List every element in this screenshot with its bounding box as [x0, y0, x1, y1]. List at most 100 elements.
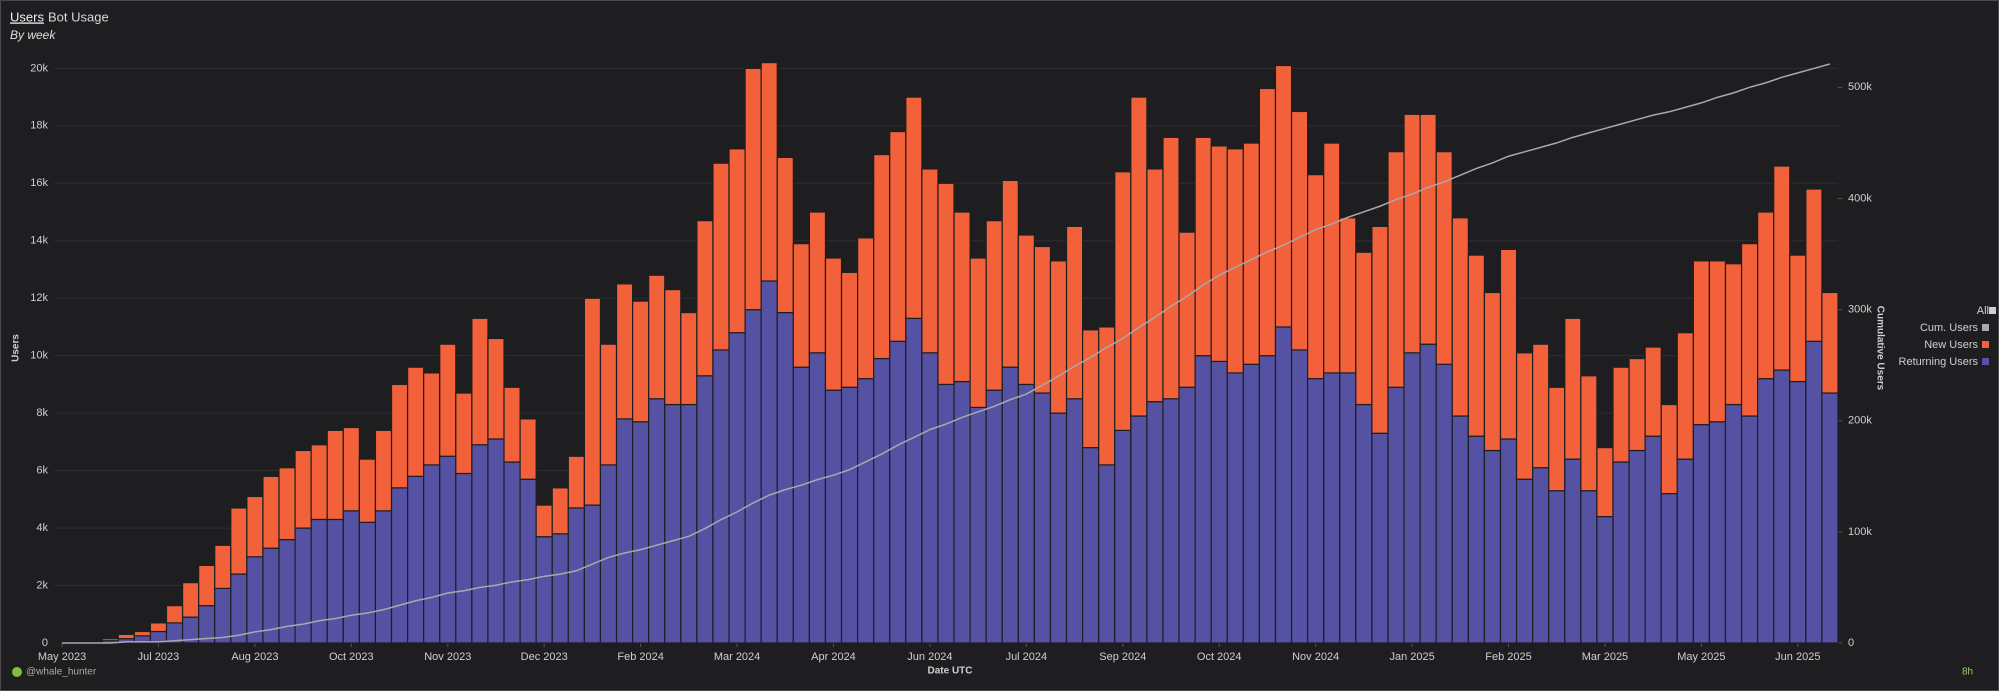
bar-segment [535, 504, 553, 538]
bar-segment [648, 398, 666, 644]
bar-segment [1628, 449, 1646, 644]
bar-segment [1307, 174, 1325, 380]
bar-segment [1210, 145, 1228, 363]
bar-segment [728, 332, 746, 644]
bar-segment [937, 383, 955, 644]
bar-segment [471, 444, 489, 644]
bar-segment [487, 337, 505, 440]
bar-segment [1017, 383, 1035, 644]
bar-segment [1548, 490, 1566, 644]
bar-segment [664, 289, 682, 406]
bar-segment [358, 521, 377, 644]
bar-segment [712, 162, 730, 351]
bar-segment [1789, 380, 1807, 644]
bar-segment [551, 533, 569, 644]
bar-segment [776, 156, 794, 314]
tab-users[interactable]: Users [10, 9, 44, 24]
bar-segment [1644, 346, 1662, 437]
bar-segment [1724, 403, 1743, 644]
bar-segment [1130, 96, 1148, 417]
bar-segment [1773, 165, 1791, 371]
bar-segment [1660, 492, 1678, 644]
bar-segment [1773, 369, 1791, 644]
bar-segment [1194, 136, 1212, 357]
bar-segment [294, 449, 312, 529]
bar-segment [985, 389, 1003, 644]
bar-segment [1789, 254, 1807, 383]
bar-segment [1226, 148, 1244, 374]
x-tick-label: Oct 2023 [329, 651, 374, 663]
bar-segment [1098, 464, 1116, 644]
bar-segment [1403, 352, 1421, 644]
x-tick-label: Nov 2023 [424, 651, 471, 663]
bar-segment [423, 372, 441, 466]
bar-segment [85, 640, 103, 643]
bar-segment [857, 378, 875, 644]
bar-segment [1146, 401, 1164, 644]
bar-segment [1435, 363, 1453, 644]
bar-segment [1660, 403, 1678, 495]
bar-segment [1467, 435, 1486, 644]
bar-segment [1274, 326, 1293, 644]
legend-all-swatch [1989, 307, 1996, 314]
bar-segment [1740, 243, 1759, 417]
bar-segment [1033, 392, 1052, 644]
x-tick-label: May 2023 [38, 651, 86, 663]
bar-segment [230, 507, 248, 575]
bar-segment [631, 421, 650, 644]
y2-tick-label: 300k [1848, 304, 1872, 316]
bar-segment [1805, 340, 1823, 644]
bar-segment [680, 311, 698, 406]
bar-segment [519, 418, 537, 480]
bar-segment [1226, 372, 1244, 644]
bar-segment [198, 564, 216, 607]
bar-segment [423, 464, 441, 644]
bar-segment [1017, 234, 1035, 386]
bar-segment [1339, 372, 1357, 644]
bar-segment [198, 605, 216, 644]
avatar [12, 667, 22, 677]
tab-bot-usage[interactable]: Bot Usage [48, 9, 109, 24]
y-tick-label: 14k [30, 235, 48, 247]
bar-segment [1596, 515, 1614, 644]
bar-segment [1387, 151, 1405, 388]
bar-segment [1451, 217, 1469, 417]
bar-segment [1162, 398, 1180, 644]
bar-segment [1082, 329, 1100, 449]
footer-user[interactable]: @whale_hunter [26, 667, 97, 678]
y-tick-label: 4k [36, 522, 48, 534]
bar-segment [133, 630, 152, 637]
bar-segment [1323, 142, 1341, 374]
bar-segment [294, 527, 312, 644]
bar-segment [1355, 403, 1373, 644]
bar-segment [664, 403, 682, 644]
bar-segment [1692, 260, 1711, 426]
bar-segment [953, 380, 971, 644]
bar-segment [792, 243, 810, 368]
y-tick-label: 2k [36, 579, 48, 591]
bar-segment [1274, 64, 1293, 328]
bar-segment [1821, 392, 1839, 644]
bar-segment [1065, 398, 1084, 644]
bar-segment [921, 352, 939, 644]
x-tick-label: Jul 2023 [138, 651, 180, 663]
x-tick-label: Nov 2024 [1292, 651, 1339, 663]
bar-segment [1049, 412, 1068, 644]
x-tick-label: Feb 2025 [1485, 651, 1531, 663]
x-tick-label: Sep 2024 [1099, 651, 1146, 663]
bar-segment [1483, 291, 1502, 452]
bar-segment [648, 274, 666, 400]
bar-segment [1178, 386, 1196, 644]
bar-segment [1242, 142, 1261, 365]
bar-segment [744, 309, 762, 644]
bar-segment [760, 62, 778, 282]
y2-tick-label: 200k [1848, 415, 1872, 427]
x-tick-label: Oct 2024 [1197, 651, 1242, 663]
bar-segment [1307, 378, 1325, 644]
cumulative-line [62, 63, 1831, 644]
x-tick-label: Mar 2025 [1582, 651, 1628, 663]
bar-segment [471, 317, 489, 446]
bar-segment [1483, 449, 1502, 644]
bar-segment [278, 467, 296, 541]
